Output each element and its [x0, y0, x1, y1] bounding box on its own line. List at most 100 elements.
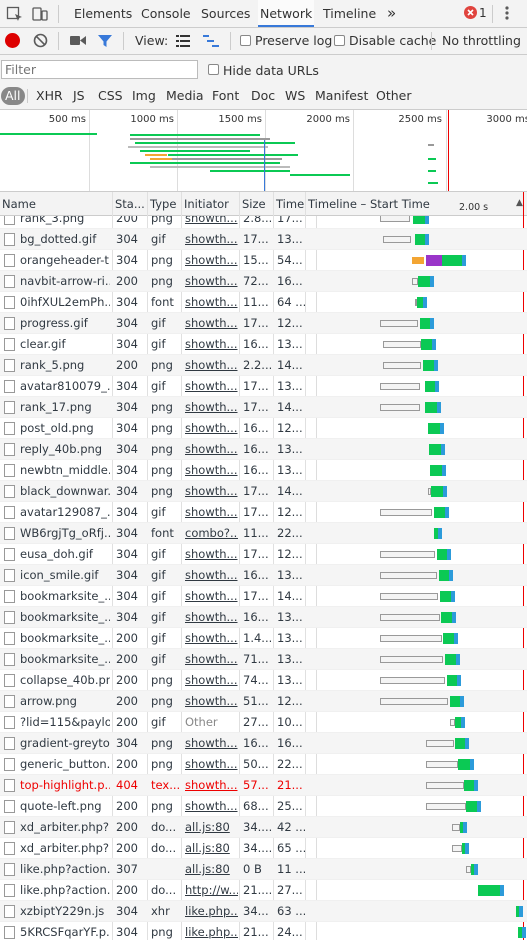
- large-rows-icon[interactable]: [176, 35, 190, 50]
- cell-initiator[interactable]: showth...: [185, 274, 238, 288]
- device-toolbar-icon[interactable]: [31, 5, 49, 23]
- cell-initiator[interactable]: Other: [185, 715, 218, 729]
- cell-initiator[interactable]: combo?...: [185, 526, 238, 540]
- type-filter-js[interactable]: JS: [73, 88, 85, 103]
- request-row[interactable]: 5KRCSFqarYF.p... 304 png like.php... 21... 24…: [0, 922, 527, 940]
- request-row[interactable]: newbtn_middle... 304 png showth... 16... 13..…: [0, 460, 527, 481]
- request-row[interactable]: eusa_doh.gif 304 gif showth... 17... 12...: [0, 544, 527, 565]
- request-row[interactable]: like.php?action... 307 all.js:80 0 B 11 ...: [0, 859, 527, 880]
- cell-initiator[interactable]: showth...: [185, 253, 238, 267]
- type-filter-other[interactable]: Other: [376, 88, 412, 103]
- hide-data-urls-label[interactable]: Hide data URLs: [223, 63, 319, 78]
- tab-sources[interactable]: Sources: [201, 6, 251, 21]
- column-header-type[interactable]: Type: [147, 192, 181, 216]
- request-row[interactable]: black_downwar... 304 png showth... 17... 14..…: [0, 481, 527, 502]
- cell-initiator[interactable]: like.php...: [185, 925, 238, 939]
- kebab-menu-icon[interactable]: [504, 5, 510, 24]
- request-row[interactable]: post_old.png 304 png showth... 16... 12...: [0, 418, 527, 439]
- capture-screenshots-icon[interactable]: [70, 35, 86, 49]
- cell-initiator[interactable]: showth...: [185, 799, 238, 813]
- tab-elements[interactable]: Elements: [74, 6, 133, 21]
- cell-initiator[interactable]: showth...: [185, 736, 238, 750]
- column-header-name[interactable]: Name: [2, 197, 36, 211]
- cell-initiator[interactable]: showth...: [185, 400, 238, 414]
- request-row[interactable]: progress.gif 304 gif showth... 17... 12...: [0, 313, 527, 334]
- type-filter-img[interactable]: Img: [132, 88, 156, 103]
- cell-initiator[interactable]: showth...: [185, 505, 238, 519]
- cell-initiator[interactable]: showth...: [185, 547, 238, 561]
- request-row[interactable]: rank_5.png 200 png showth... 2.2... 14...: [0, 355, 527, 376]
- request-row[interactable]: bookmarksite_... 200 gif showth... 71... 13..…: [0, 649, 527, 670]
- request-row[interactable]: icon_smile.gif 304 gif showth... 16... 13...: [0, 565, 527, 586]
- disable-cache-label[interactable]: Disable cache: [349, 33, 437, 48]
- cell-initiator[interactable]: showth...: [185, 232, 238, 246]
- request-row[interactable]: 0ihfXUL2emPh... 304 font showth... 11... 64 .…: [0, 292, 527, 313]
- tab-network[interactable]: Network: [258, 0, 315, 27]
- cell-initiator[interactable]: showth...: [185, 484, 238, 498]
- cell-initiator[interactable]: showth...: [185, 778, 238, 792]
- filter-input[interactable]: [1, 60, 198, 79]
- request-row[interactable]: bookmarksite_... 200 gif showth... 1.4... 13.…: [0, 628, 527, 649]
- cell-initiator[interactable]: showth...: [185, 568, 238, 582]
- type-filter-manifest[interactable]: Manifest: [315, 88, 369, 103]
- request-row[interactable]: top-highlight.p... 404 tex... showth... 57..…: [0, 775, 527, 796]
- type-filter-all[interactable]: All: [1, 87, 25, 105]
- cell-initiator[interactable]: all.js:80: [185, 862, 230, 876]
- error-icon[interactable]: [464, 6, 477, 19]
- cell-initiator[interactable]: showth...: [185, 295, 238, 309]
- cell-initiator[interactable]: showth...: [185, 358, 238, 372]
- inspect-element-icon[interactable]: [6, 5, 24, 23]
- request-row[interactable]: bookmarksite_... 304 gif showth... 17... 14..…: [0, 586, 527, 607]
- clear-button[interactable]: [33, 33, 48, 51]
- request-row[interactable]: arrow.png 200 png showth... 51... 12...: [0, 691, 527, 712]
- type-filter-css[interactable]: CSS: [98, 88, 123, 103]
- request-row[interactable]: xzbiptY229n.js 304 xhr like.php... 34... 63 .…: [0, 901, 527, 922]
- request-row[interactable]: reply_40b.png 304 png showth... 16... 13...: [0, 439, 527, 460]
- request-row[interactable]: navbit-arrow-ri... 200 png showth... 72... 16…: [0, 271, 527, 292]
- type-filter-ws[interactable]: WS: [285, 88, 306, 103]
- request-row[interactable]: avatar810079_... 304 gif showth... 17... 13..…: [0, 376, 527, 397]
- cell-initiator[interactable]: showth...: [185, 673, 238, 687]
- request-row[interactable]: rank_3.png 200 png showth... 2.8... 17...: [0, 216, 527, 229]
- cell-initiator[interactable]: showth...: [185, 757, 238, 771]
- cell-initiator[interactable]: showth...: [185, 610, 238, 624]
- tab-console[interactable]: Console: [141, 6, 191, 21]
- type-filter-font[interactable]: Font: [212, 88, 240, 103]
- request-row[interactable]: collapse_40b.png 200 png showth... 74... 13..…: [0, 670, 527, 691]
- filter-icon[interactable]: [97, 33, 113, 52]
- request-row[interactable]: avatar129087_... 304 gif showth... 17... 12..…: [0, 502, 527, 523]
- type-filter-doc[interactable]: Doc: [251, 88, 276, 103]
- cell-initiator[interactable]: all.js:80: [185, 820, 230, 834]
- cell-initiator[interactable]: showth...: [185, 442, 238, 456]
- error-count[interactable]: 1: [479, 6, 487, 20]
- throttling-select[interactable]: No throttling: [442, 33, 521, 48]
- hide-data-urls-checkbox[interactable]: [208, 64, 219, 75]
- request-row[interactable]: rank_17.png 304 png showth... 17... 14...: [0, 397, 527, 418]
- more-tabs-button[interactable]: »: [387, 4, 397, 22]
- cell-initiator[interactable]: showth...: [185, 421, 238, 435]
- request-row[interactable]: bookmarksite_... 304 gif showth... 16... 13..…: [0, 607, 527, 628]
- request-row[interactable]: WB6rgjTg_oRfj... 304 font combo?... 11... 22.…: [0, 523, 527, 544]
- cell-initiator[interactable]: all.js:80: [185, 841, 230, 855]
- request-row[interactable]: generic_button... 200 png showth... 50... 22.…: [0, 754, 527, 775]
- request-row[interactable]: orangeheader-t... 304 png showth... 15... 54.…: [0, 250, 527, 271]
- cell-initiator[interactable]: showth...: [185, 216, 238, 225]
- column-header-initiator[interactable]: Initiator: [181, 192, 239, 216]
- request-row[interactable]: xd_arbiter.php?... 200 do... all.js:80 34...…: [0, 838, 527, 859]
- cell-initiator[interactable]: showth...: [185, 337, 238, 351]
- record-button[interactable]: [5, 33, 20, 48]
- request-row[interactable]: clear.gif 304 gif showth... 16... 13...: [0, 334, 527, 355]
- preserve-log-checkbox[interactable]: [240, 35, 251, 46]
- request-row[interactable]: ?lid=115&paylo... 200 gif Other 27... 10...: [0, 712, 527, 733]
- tab-timeline[interactable]: Timeline: [323, 6, 377, 21]
- column-header-timeline[interactable]: Timeline – Start Time: [305, 192, 527, 216]
- request-row[interactable]: bg_dotted.gif 304 gif showth... 17... 13...: [0, 229, 527, 250]
- cell-initiator[interactable]: showth...: [185, 379, 238, 393]
- request-row[interactable]: gradient-greyto... 304 png showth... 16... 16…: [0, 733, 527, 754]
- request-row[interactable]: quote-left.png 200 png showth... 68... 25...: [0, 796, 527, 817]
- disable-cache-checkbox[interactable]: [334, 35, 345, 46]
- cell-initiator[interactable]: like.php...: [185, 904, 238, 918]
- column-header-time[interactable]: Time: [273, 192, 305, 216]
- cell-initiator[interactable]: showth...: [185, 316, 238, 330]
- cell-initiator[interactable]: http://w...: [185, 883, 238, 897]
